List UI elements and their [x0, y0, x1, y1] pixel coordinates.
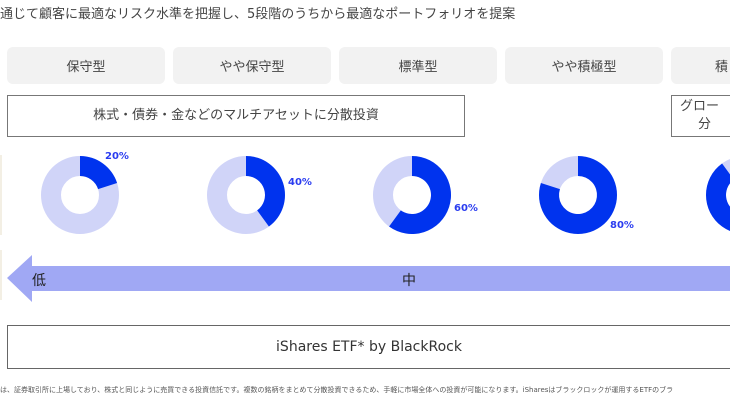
side-panel-edge [0, 155, 2, 235]
global-box-line2: 分 [698, 117, 712, 132]
donut-segment-90 [706, 163, 730, 231]
side-panel-edge-2 [0, 250, 2, 300]
risk-low-label: 低 [32, 273, 46, 289]
risk-mid-label: 中 [402, 273, 416, 289]
donut-segment-80 [539, 156, 618, 234]
tab-standard[interactable]: 標準型 [339, 47, 497, 84]
ishares-box: iShares ETF* by BlackRock [7, 325, 730, 369]
multi-asset-box: 株式・債券・金などのマルチアセットに分散投資 [7, 95, 465, 137]
donut-label-20: 20% [105, 151, 129, 162]
donut-segment-60 [389, 156, 451, 234]
tab-conservative[interactable]: 保守型 [7, 47, 165, 84]
donut-segment-40 [246, 156, 285, 227]
donut-label-40: 40% [288, 177, 312, 188]
donut-label-60: 60% [454, 203, 478, 214]
global-box-line1: グロー [680, 99, 720, 114]
global-asset-box: グロー 分 [671, 95, 730, 137]
page-heading: 通じて顧客に最適なリスク水準を把握し、5段階のうちから最適なポートフォリオを提案 [0, 7, 516, 22]
risk-arrow [7, 255, 730, 302]
tab-moderately-aggressive[interactable]: やや積極型 [505, 47, 663, 84]
donut-segment-20 [80, 156, 118, 190]
donut-label-80: 80% [610, 220, 634, 231]
tab-moderately-conservative[interactable]: やや保守型 [173, 47, 331, 84]
tab-aggressive[interactable]: 積 [671, 47, 730, 84]
footnote: は、証券取引所に上場しており、株式と同じように売買できる投資信託です。複数の銘柄… [0, 386, 674, 394]
